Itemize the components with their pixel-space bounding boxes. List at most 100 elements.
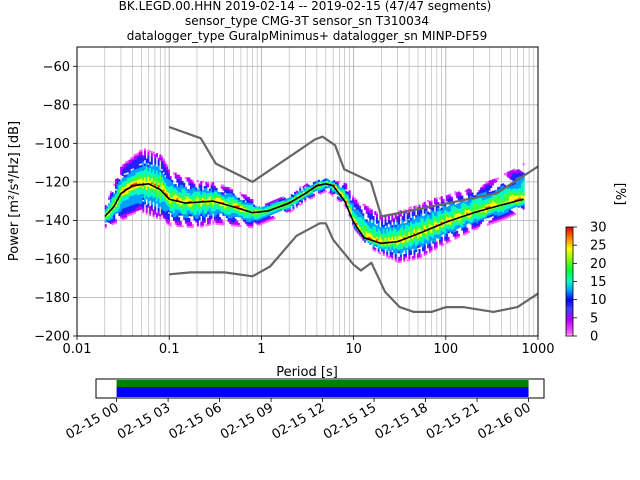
density-cell [432,206,435,209]
density-cell [500,186,503,189]
density-cell [268,207,271,211]
density-cell [329,190,332,194]
density-cell [437,227,440,230]
density-cell [514,199,517,202]
density-cell [510,210,513,213]
density-cell [411,213,414,217]
density-cell [505,199,508,202]
density-cell [154,173,157,176]
density-cell [369,211,372,215]
density-cell [345,185,348,188]
density-cell [454,214,457,217]
density-cell [270,201,273,204]
density-cell [377,235,380,239]
density-cell [457,202,460,206]
density-cell [135,207,138,210]
density-cell [205,210,208,213]
density-cell [125,207,128,210]
density-cell [346,199,349,202]
density-cell [507,186,510,190]
density-cell [166,172,169,175]
density-cell [379,238,382,241]
density-cell [241,205,244,208]
density-cell [381,231,384,235]
density-cell [132,183,135,186]
density-cell [503,192,506,195]
density-cell [201,217,204,220]
density-cell [442,206,445,210]
density-cell [132,160,135,163]
density-cell [471,215,474,218]
density-cell [514,189,517,193]
density-cell [384,245,387,248]
density-cell [427,232,430,235]
density-cell [171,183,174,187]
density-cell [219,193,222,197]
density-cell [425,214,428,217]
density-cell [461,218,464,221]
density-cell [375,242,378,245]
density-cell [183,186,186,189]
density-cell [502,198,505,202]
density-cell [142,178,145,181]
density-cell [222,194,225,197]
density-cell [234,208,237,212]
density-cell [265,213,268,216]
density-cell [340,193,343,196]
density-cell [142,195,145,198]
density-cell [312,195,315,198]
density-cell [108,203,111,206]
density-cell [147,161,150,164]
density-cell [415,226,418,229]
density-cell [205,189,208,192]
density-cell [123,213,126,216]
density-cell [476,211,479,214]
density-cell [224,206,227,209]
density-cell [138,207,141,211]
density-cell [220,205,223,208]
density-cell [172,212,175,216]
density-cell [512,177,515,180]
density-cell [193,187,196,190]
density-cell [120,207,123,210]
density-cell [150,204,153,208]
density-cell [114,219,117,222]
density-cell [352,197,355,200]
density-cell [290,194,293,197]
density-cell [149,190,152,194]
density-cell [432,224,435,227]
density-cell [184,194,187,197]
density-cell [190,200,193,203]
density-cell [425,225,428,229]
density-cell [386,222,389,225]
density-cell [510,202,513,206]
density-cell [493,180,496,183]
density-cell [324,180,327,183]
density-cell [159,202,162,205]
density-cell [178,195,181,199]
density-cell [439,218,442,221]
density-cell [365,207,368,211]
density-cell [522,203,525,206]
density-cell [152,170,155,174]
density-cell [157,211,160,214]
density-cell [369,223,372,226]
density-cell [164,184,167,187]
x-tick-label: 0.01 [63,342,92,357]
density-cell [126,206,129,209]
density-cell [302,197,305,200]
density-cell [430,238,433,241]
density-cell [514,195,517,198]
density-cell [244,196,247,199]
density-cell [249,208,252,211]
density-cell [207,202,210,205]
density-cell [469,202,472,206]
density-cell [430,201,433,205]
density-cell [435,245,438,248]
density-cell [509,215,512,218]
density-cell [365,238,368,241]
density-cell [137,196,140,200]
density-cell [503,209,506,212]
density-cell [393,237,396,240]
density-cell [225,196,228,199]
